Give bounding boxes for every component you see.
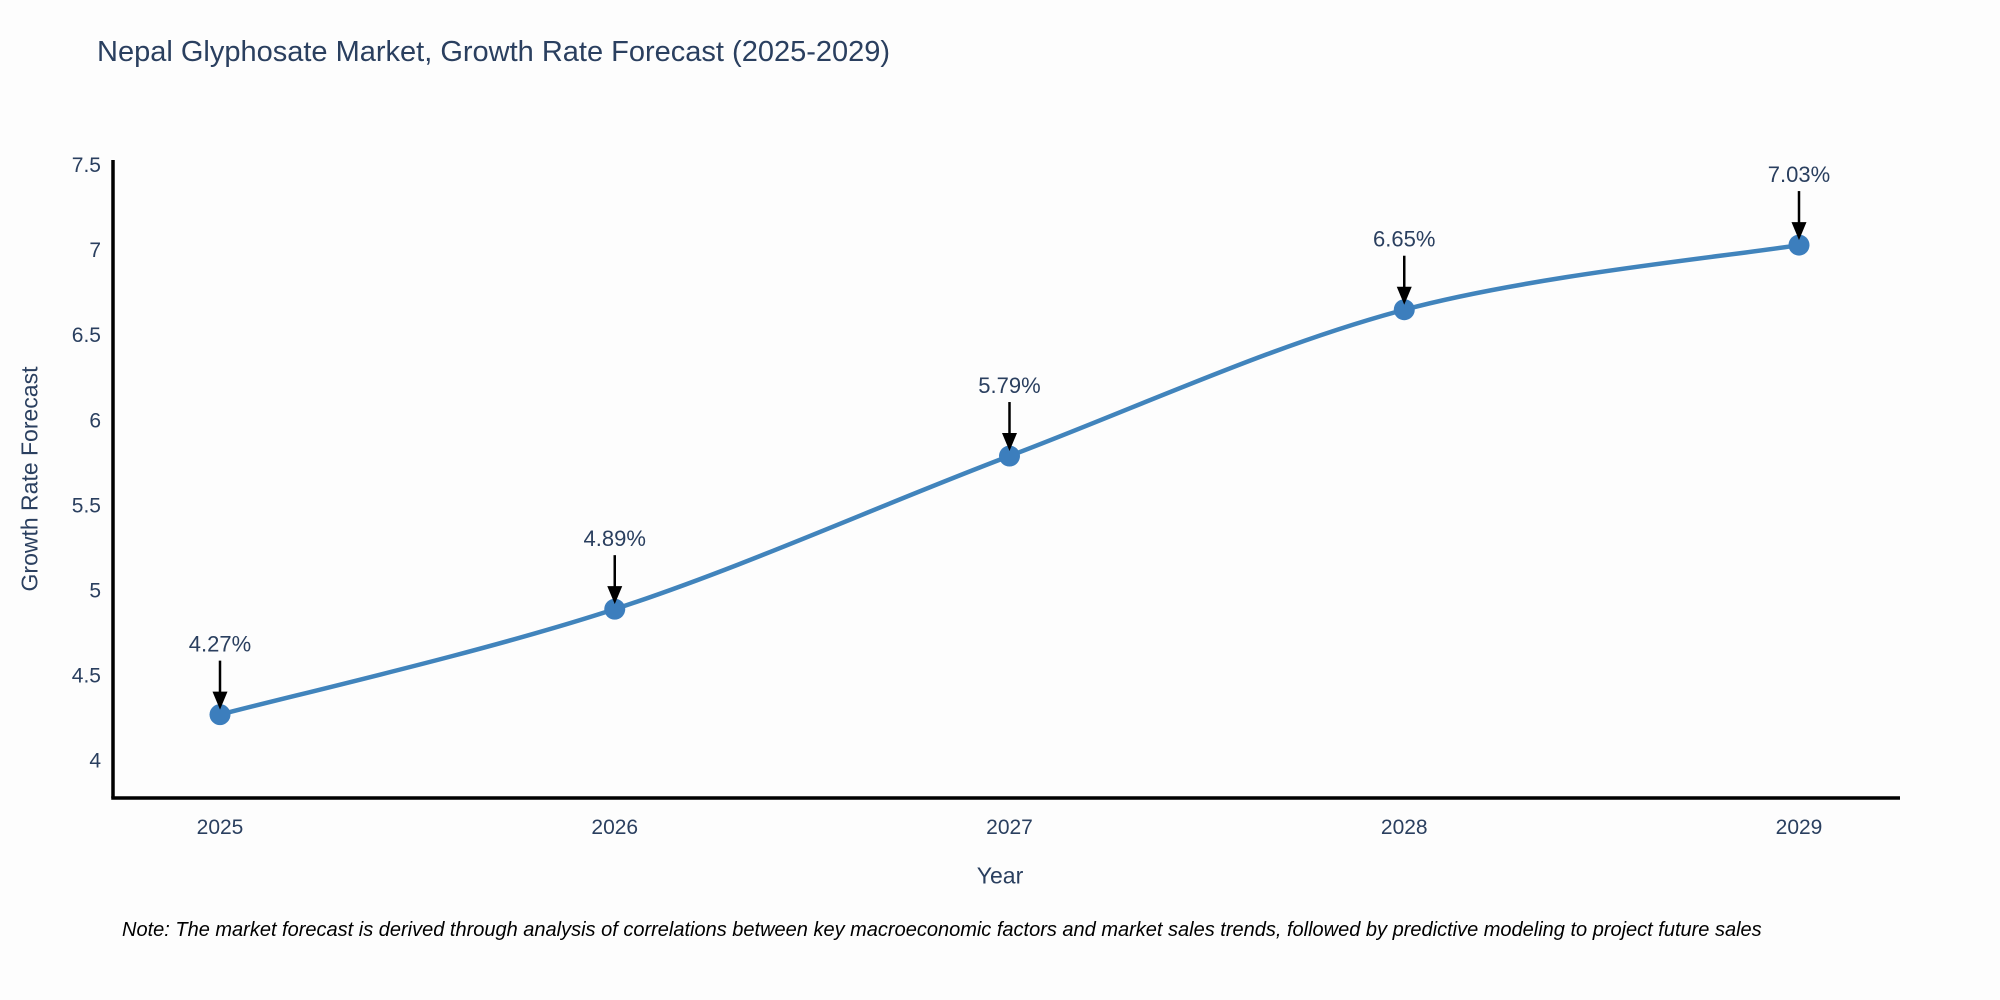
annotation-arrow-head [1791, 222, 1807, 241]
data-point-marker [1788, 234, 1810, 256]
annotation-arrow-head [607, 586, 623, 605]
annotation-label: 4.27% [189, 632, 251, 657]
x-tick-label: 2027 [986, 816, 1033, 839]
annotation-label: 7.03% [1768, 162, 1830, 187]
y-tick-label: 7.5 [72, 154, 101, 177]
forecast-line [217, 242, 1802, 717]
y-tick-label: 5 [89, 579, 101, 602]
y-tick-label: 5.5 [72, 494, 101, 517]
x-axis-title: Year [976, 862, 1024, 889]
data-point-marker [999, 445, 1020, 467]
y-tick-label: 4 [89, 750, 101, 773]
x-tick-label: 2029 [1776, 816, 1823, 839]
y-tick-label: 4.5 [72, 665, 101, 688]
data-point-marker [604, 598, 626, 620]
annotation-arrow-head [1396, 286, 1412, 305]
footnote: Note: The market forecast is derived thr… [122, 919, 1762, 941]
annotation-label: 6.65% [1373, 227, 1435, 252]
y-tick-label: 7 [89, 239, 101, 262]
annotation-arrow-head [212, 691, 228, 710]
annotation-arrow-head [1002, 433, 1017, 452]
data-point-marker [209, 704, 231, 726]
y-tick-label: 6 [89, 409, 101, 432]
x-tick-label: 2026 [591, 816, 638, 839]
data-point-marker [1393, 299, 1415, 321]
y-tick-label: 6.5 [72, 324, 101, 347]
annotation-label: 4.89% [584, 526, 646, 551]
x-tick-label: 2025 [197, 816, 244, 839]
chart-title: Nepal Glyphosate Market, Growth Rate For… [97, 36, 891, 68]
annotation-label: 5.79% [978, 373, 1040, 398]
x-tick-label: 2028 [1381, 816, 1428, 839]
